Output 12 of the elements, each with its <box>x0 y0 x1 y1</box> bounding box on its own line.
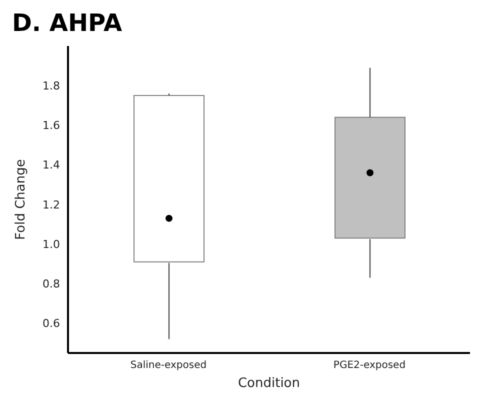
chart-title: D. AHPA <box>11 8 124 38</box>
y-tick-label: 1.6 <box>42 119 60 132</box>
y-tick-label: 1.0 <box>42 238 60 251</box>
x-tick-label: PGE2-exposed <box>333 360 406 372</box>
y-tick-label: 0.6 <box>42 317 60 330</box>
y-tick-label: 1.2 <box>42 198 60 212</box>
y-tick-label: 1.4 <box>42 158 60 172</box>
y-tick-label: 0.8 <box>42 278 60 291</box>
y-tick-label: 1.8 <box>42 80 60 93</box>
x-tick-label: Saline-exposed <box>130 360 207 372</box>
y-axis-title: Fold Change <box>14 159 29 240</box>
x-axis-title: Condition <box>238 376 300 391</box>
